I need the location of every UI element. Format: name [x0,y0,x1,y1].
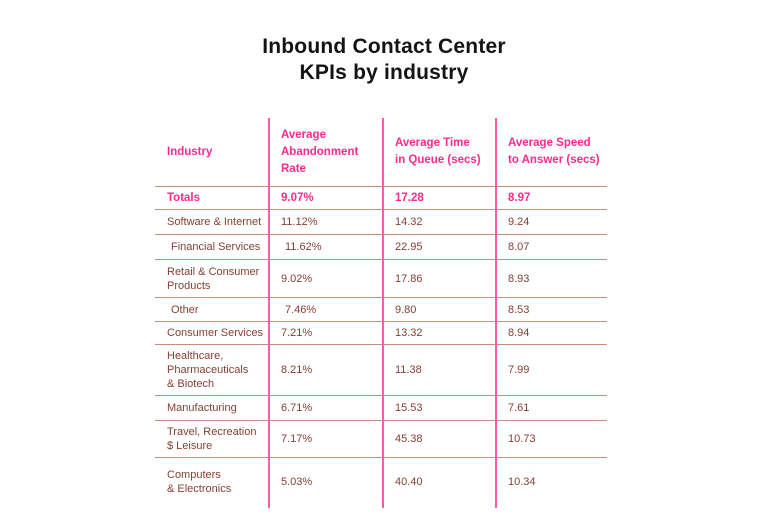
column-divider [495,118,497,508]
speed-to-answer-cell: 8.53 [508,303,530,316]
industry-cell: Software & Internet [167,216,262,228]
industry-cell: Computers & Electronics [167,468,232,495]
abandonment-rate-cell: 8.21% [281,364,313,376]
abandonment-rate-cell: 11.62% [285,241,322,253]
time-in-queue-cell: 13.32 [395,327,423,339]
speed-to-answer-cell: 8.93 [508,272,530,285]
speed-to-answer-cell: 7.61 [508,402,530,414]
time-in-queue-cell: 14.32 [395,216,423,228]
table-row: Financial Services 11.62% 22.95 8.07 [155,235,607,260]
table-row: Travel, Recreation $ Leisure 7.17% 45.38 10… [155,421,607,458]
title-line-1: Inbound Contact Center [262,35,506,58]
column-header-abandonment-rate: Average Abandonment Rate [281,128,359,175]
abandonment-rate-cell: 7.21% [281,327,313,339]
table-row: Software & Internet 11.12% 14.32 9.24 [155,210,607,235]
abandonment-rate-cell: 11.12% [281,216,318,228]
table-row: Other 7.46% 9.80 8.53 [155,298,607,322]
time-in-queue-cell: 40.40 [395,475,423,488]
column-header-time-in-queue: Average Time in Queue (secs) [395,137,481,166]
speed-to-answer-cell: 10.73 [508,433,536,445]
speed-to-answer-cell: 7.99 [508,364,530,376]
totals-label: Totals [167,192,201,204]
title-line-2: KPIs by industry [299,61,469,84]
speed-to-answer-cell: 8.07 [508,241,530,253]
time-in-queue-cell: 15.53 [395,402,423,414]
abandonment-rate-cell: 6.71% [281,402,313,414]
totals-time-in-queue: 17.28 [395,192,424,204]
totals-speed-to-answer: 8.97 [508,192,531,204]
abandonment-rate-cell: 7.17% [281,433,313,445]
time-in-queue-cell: 11.38 [395,364,422,376]
industry-cell: Travel, Recreation $ Leisure [167,426,257,452]
industry-cell: Consumer Services [167,327,263,339]
page-title: Inbound Contact Center KPIs by industry [0,34,768,86]
table-row: Healthcare, Pharmaceuticals & Biotech 8.2… [155,345,607,396]
time-in-queue-cell: 9.80 [395,303,417,316]
table-row: Computers & Electronics 5.03% 40.40 10.34 [155,458,607,505]
abandonment-rate-cell: 9.02% [281,272,313,285]
column-header-speed-to-answer: Average Speed to Answer (secs) [508,137,600,166]
speed-to-answer-cell: 9.24 [508,216,530,228]
table-row: Consumer Services 7.21% 13.32 8.94 [155,322,607,345]
kpi-table: Industry Average Abandonment Rate Averag… [155,118,607,508]
totals-abandonment-rate: 9.07% [281,192,314,204]
industry-cell: Manufacturing [167,402,237,414]
industry-cell: Financial Services [171,241,261,253]
abandonment-rate-cell: 5.03% [281,475,313,488]
column-divider [382,118,384,508]
time-in-queue-cell: 22.95 [395,241,423,253]
speed-to-answer-cell: 8.94 [508,327,530,339]
column-header-industry: Industry [167,145,213,158]
table-header-row: Industry Average Abandonment Rate Averag… [155,118,607,187]
industry-cell: Other [171,303,199,316]
industry-cell: Retail & Consumer Products [167,265,260,292]
column-divider [268,118,270,508]
time-in-queue-cell: 45.38 [395,433,423,445]
industry-cell: Healthcare, Pharmaceuticals & Biotech [167,350,249,390]
totals-row: Totals 9.07% 17.28 8.97 [155,187,607,210]
table-row: Manufacturing 6.71% 15.53 7.61 [155,396,607,421]
speed-to-answer-cell: 10.34 [508,475,536,488]
abandonment-rate-cell: 7.46% [285,303,317,316]
time-in-queue-cell: 17.86 [395,272,423,285]
table-row: Retail & Consumer Products 9.02% 17.86 8.93 [155,260,607,298]
table-body: Software & Internet 11.12% 14.32 9.24 Financ… [155,210,607,505]
